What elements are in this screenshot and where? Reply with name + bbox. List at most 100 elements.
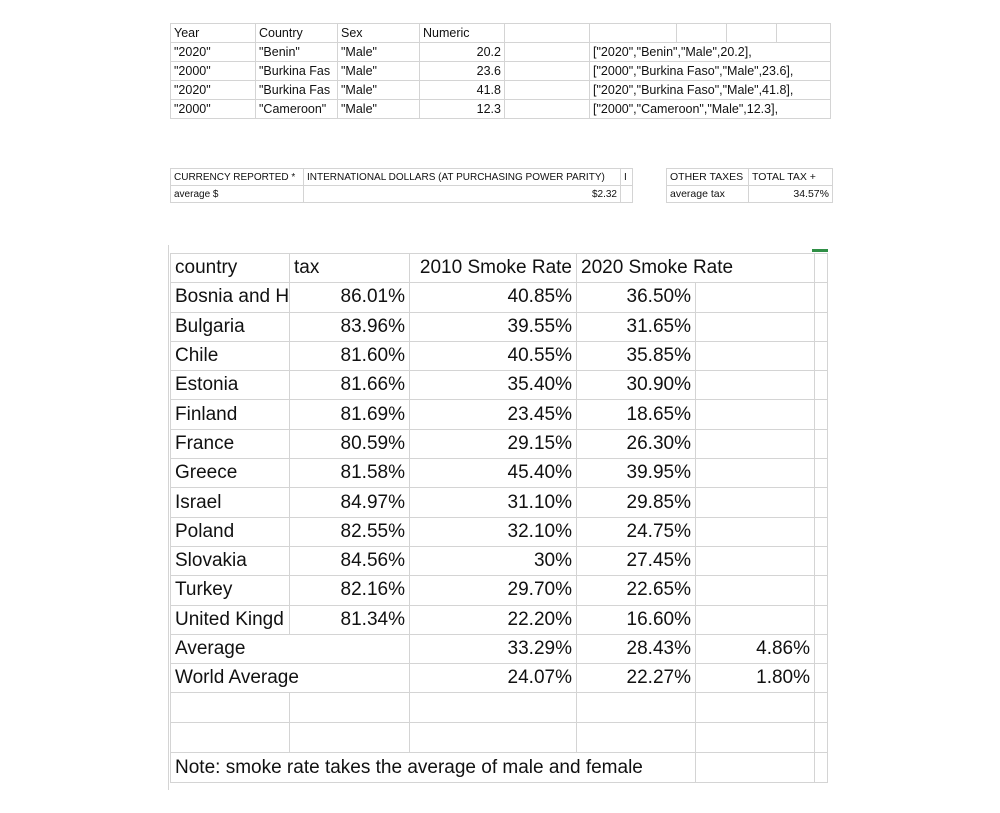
cell[interactable] bbox=[170, 722, 290, 754]
cell[interactable] bbox=[504, 99, 590, 119]
cell-2010-rate[interactable]: 23.45% bbox=[409, 399, 577, 430]
cell[interactable] bbox=[814, 252, 828, 284]
cell[interactable] bbox=[504, 80, 590, 100]
cell-2010-rate[interactable]: 29.15% bbox=[409, 428, 577, 460]
cell[interactable] bbox=[589, 23, 677, 43]
total-tax-header[interactable]: TOTAL TAX + bbox=[748, 168, 833, 186]
cell-2010-rate[interactable]: 31.10% bbox=[409, 487, 577, 518]
cell[interactable] bbox=[814, 458, 828, 489]
cell[interactable] bbox=[814, 487, 828, 518]
cell-year[interactable]: "2000" bbox=[170, 61, 256, 81]
cell-country[interactable]: "Cameroon" bbox=[255, 99, 338, 119]
cell-tax[interactable]: 84.56% bbox=[289, 545, 410, 577]
cell[interactable] bbox=[409, 692, 577, 724]
cell-country[interactable]: France bbox=[170, 428, 290, 460]
cell[interactable] bbox=[504, 23, 590, 43]
cell-2010-rate[interactable]: 32.10% bbox=[409, 516, 577, 547]
header-country[interactable]: country bbox=[170, 252, 290, 284]
cell-numeric[interactable]: 41.8 bbox=[419, 80, 505, 100]
header-2010-smoke-rate[interactable]: 2010 Smoke Rate bbox=[409, 252, 577, 284]
cell[interactable] bbox=[814, 545, 828, 577]
cell-tax[interactable]: 81.60% bbox=[289, 340, 410, 372]
cell[interactable] bbox=[814, 692, 828, 724]
cell-country[interactable]: Poland bbox=[170, 516, 290, 547]
cell-country[interactable]: Slovakia bbox=[170, 545, 290, 577]
cell[interactable] bbox=[576, 722, 696, 754]
cell[interactable] bbox=[814, 752, 828, 784]
cell-2010-rate[interactable]: 45.40% bbox=[409, 458, 577, 489]
cell-tax[interactable]: 81.69% bbox=[289, 399, 410, 430]
cell-country[interactable]: Israel bbox=[170, 487, 290, 518]
cell[interactable] bbox=[814, 663, 828, 694]
cell-tax[interactable]: 86.01% bbox=[289, 282, 410, 313]
cell-year[interactable]: "2020" bbox=[170, 80, 256, 100]
cell-2020-rate[interactable]: 18.65% bbox=[576, 399, 696, 430]
cell-country[interactable]: Bosnia and H bbox=[170, 282, 290, 313]
cell[interactable] bbox=[814, 370, 828, 401]
cell-country[interactable]: Chile bbox=[170, 340, 290, 372]
cell[interactable] bbox=[409, 722, 577, 754]
cell[interactable] bbox=[504, 61, 590, 81]
cell-2020-rate[interactable]: 36.50% bbox=[576, 282, 696, 313]
cell[interactable] bbox=[695, 575, 815, 606]
cell[interactable] bbox=[695, 340, 815, 372]
cell-2010-rate[interactable]: 40.85% bbox=[409, 282, 577, 313]
cell-country[interactable]: Turkey bbox=[170, 575, 290, 606]
cell[interactable] bbox=[620, 185, 633, 203]
cell[interactable] bbox=[814, 604, 828, 635]
cell[interactable] bbox=[676, 23, 727, 43]
cell[interactable] bbox=[695, 311, 815, 342]
cell[interactable] bbox=[814, 428, 828, 460]
cell[interactable] bbox=[695, 604, 815, 635]
cell[interactable] bbox=[289, 722, 410, 754]
cell-2020-rate[interactable]: 24.75% bbox=[576, 516, 696, 547]
cell[interactable] bbox=[695, 282, 815, 313]
cell-json[interactable]: ["2020","Burkina Faso","Male",41.8], bbox=[589, 80, 831, 100]
cell-2010-rate[interactable]: 22.20% bbox=[409, 604, 577, 635]
cell[interactable] bbox=[695, 370, 815, 401]
cell[interactable] bbox=[814, 399, 828, 430]
cell[interactable] bbox=[504, 42, 590, 62]
cell-sex[interactable]: "Male" bbox=[337, 80, 420, 100]
cell-country[interactable]: Finland bbox=[170, 399, 290, 430]
currency-value[interactable]: INTERNATIONAL DOLLARS (AT PURCHASING POW… bbox=[303, 168, 621, 186]
cell-country[interactable]: United Kingd bbox=[170, 604, 290, 635]
cell-tax[interactable]: 81.66% bbox=[289, 370, 410, 401]
cell[interactable] bbox=[776, 23, 831, 43]
currency-trail[interactable]: I bbox=[620, 168, 633, 186]
cell[interactable] bbox=[170, 692, 290, 724]
cell[interactable] bbox=[695, 487, 815, 518]
cell-2010-rate[interactable]: 40.55% bbox=[409, 340, 577, 372]
cell-2020-rate[interactable]: 28.43% bbox=[576, 633, 696, 665]
cell[interactable] bbox=[695, 399, 815, 430]
cell-year[interactable]: "2020" bbox=[170, 42, 256, 62]
note-text[interactable]: Note: smoke rate takes the average of ma… bbox=[170, 752, 696, 784]
cell-2010-rate[interactable]: 30% bbox=[409, 545, 577, 577]
cell-country[interactable]: Greece bbox=[170, 458, 290, 489]
cell-tax[interactable]: 80.59% bbox=[289, 428, 410, 460]
cell[interactable] bbox=[726, 23, 777, 43]
other-taxes-header[interactable]: OTHER TAXES bbox=[666, 168, 749, 186]
cell-2010-rate[interactable]: 29.70% bbox=[409, 575, 577, 606]
cell-2020-rate[interactable]: 39.95% bbox=[576, 458, 696, 489]
cell[interactable] bbox=[814, 311, 828, 342]
cell-2020-rate[interactable]: 22.27% bbox=[576, 663, 696, 694]
cell-2020-rate[interactable]: 35.85% bbox=[576, 340, 696, 372]
cell-json[interactable]: ["2000","Cameroon","Male",12.3], bbox=[589, 99, 831, 119]
cell-country[interactable]: "Burkina Fas bbox=[255, 80, 338, 100]
average-price-value[interactable]: $2.32 bbox=[303, 185, 621, 203]
cell[interactable] bbox=[814, 340, 828, 372]
cell-json[interactable]: ["2000","Burkina Faso","Male",23.6], bbox=[589, 61, 831, 81]
cell-sex[interactable]: "Male" bbox=[337, 99, 420, 119]
cell-2010-rate[interactable]: 33.29% bbox=[409, 633, 577, 665]
header-numeric[interactable]: Numeric bbox=[419, 23, 505, 43]
cell-2010-rate[interactable]: 35.40% bbox=[409, 370, 577, 401]
cell-2020-rate[interactable]: 29.85% bbox=[576, 487, 696, 518]
cell[interactable] bbox=[289, 692, 410, 724]
cell-country[interactable]: Bulgaria bbox=[170, 311, 290, 342]
header-2020-smoke-rate[interactable]: 2020 Smoke Rate bbox=[576, 252, 815, 284]
cell[interactable] bbox=[814, 282, 828, 313]
header-country[interactable]: Country bbox=[255, 23, 338, 43]
cell-2020-rate[interactable]: 27.45% bbox=[576, 545, 696, 577]
cell-tax[interactable]: 83.96% bbox=[289, 311, 410, 342]
